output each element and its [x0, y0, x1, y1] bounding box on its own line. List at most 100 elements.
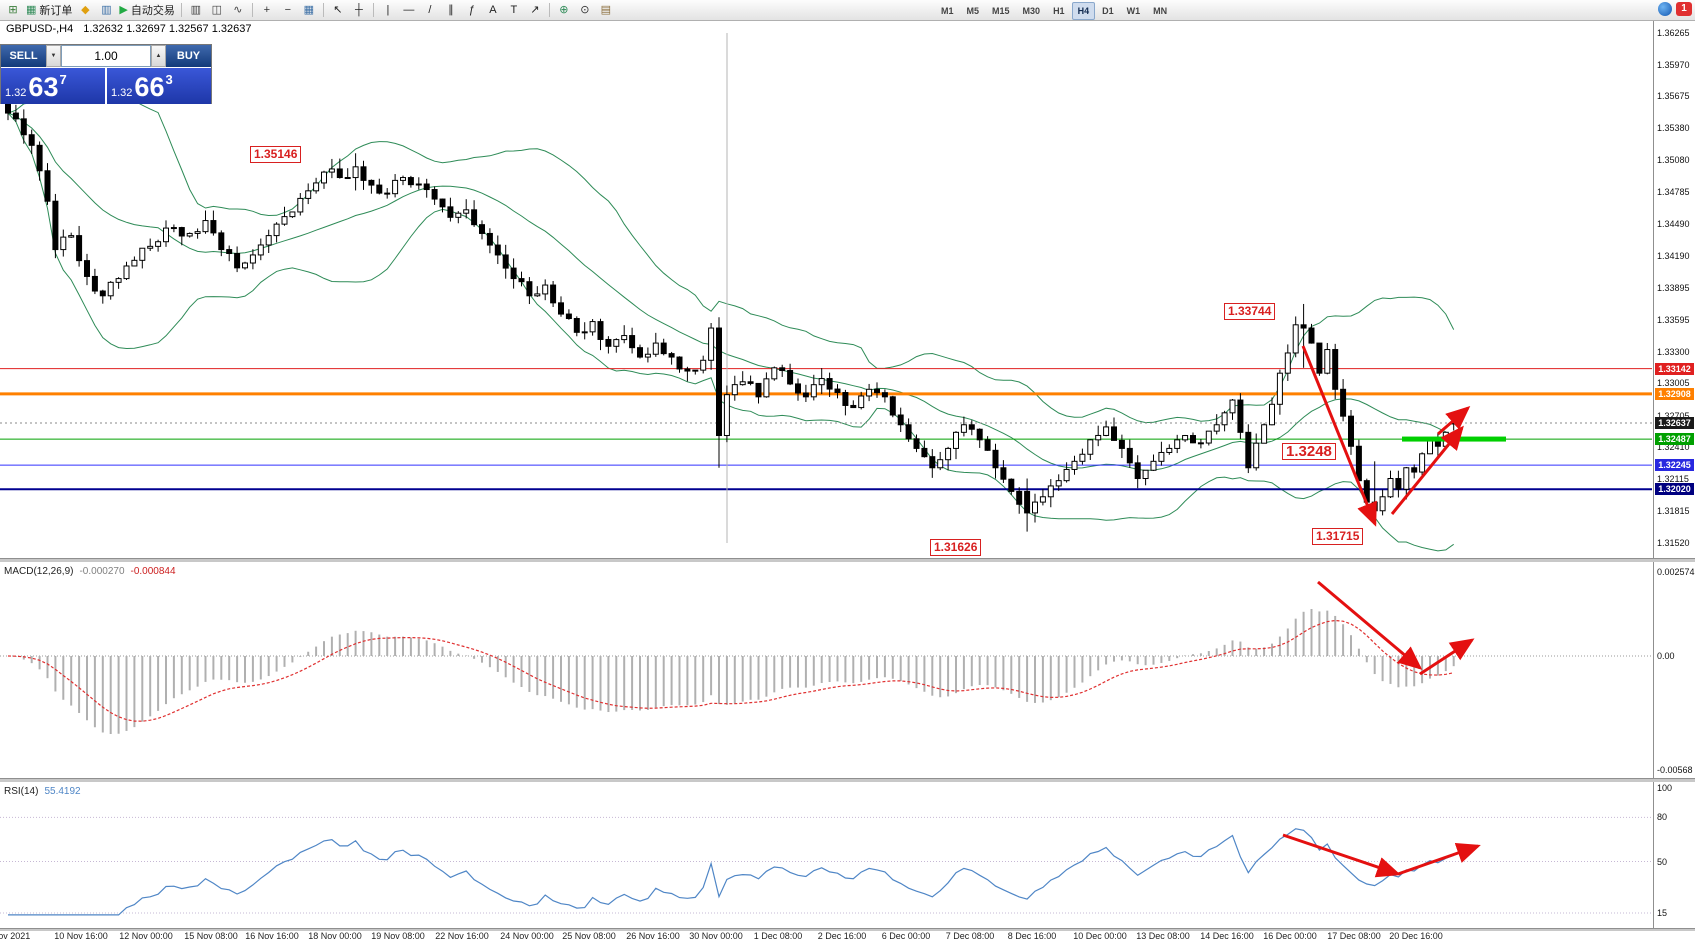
time-label: 1 Dec 08:00 — [753, 931, 803, 941]
price-tag: 1.32245 — [1655, 459, 1694, 472]
timeframe-d1[interactable]: D1 — [1102, 6, 1114, 16]
new-order-icon: ▦ — [26, 4, 37, 16]
price-axis[interactable]: 1.36265 1.35970 1.35675 1.35380 1.35080 1.347… — [1653, 20, 1695, 928]
text-icon: A — [489, 4, 497, 16]
zoom-out-icon[interactable]: − — [278, 2, 298, 18]
timeframe-mn[interactable]: MN — [1153, 6, 1168, 16]
pane-separator[interactable] — [0, 558, 1695, 562]
cursor-icon[interactable]: ↖ — [328, 2, 348, 18]
time-label: 26 Nov 16:00 — [626, 931, 680, 941]
axis-label: 80 — [1657, 812, 1668, 823]
macd-value-signal: -0.000844 — [130, 566, 176, 577]
axis-label: 1.36265 — [1657, 28, 1690, 38]
new-chart-icon[interactable]: ⊞ — [3, 2, 23, 18]
macd-name: MACD(12,26,9) — [4, 566, 74, 577]
timeframe-w1[interactable]: W1 — [1126, 6, 1141, 16]
time-label: 16 Nov 16:00 — [245, 931, 299, 941]
auto-trading-icon: ▶ — [119, 4, 128, 16]
crosshair-icon[interactable]: ┼ — [349, 2, 369, 18]
line-chart-icon[interactable]: ∿ — [228, 2, 248, 18]
horizontal-line-icon[interactable]: — — [399, 2, 419, 18]
macd-pane[interactable] — [0, 562, 1653, 778]
time-label: 7 Dec 08:00 — [945, 931, 995, 941]
trade-prices-row: 1.32 63 7 1.32 66 3 — [1, 67, 211, 104]
vertical-line-icon[interactable]: | — [378, 2, 398, 18]
volume-increase-button[interactable]: ▲ — [151, 45, 166, 67]
horizontal-line-icon: — — [403, 4, 415, 16]
axis-label: 1.33005 — [1657, 378, 1690, 389]
indicators-icon[interactable]: ⊕ — [554, 2, 574, 18]
trade-controls-row: SELL ▼ ▲ BUY — [1, 45, 211, 67]
fibonacci-icon[interactable]: ƒ — [462, 2, 482, 18]
time-label: 20 Dec 16:00 — [1389, 931, 1443, 941]
volume-decrease-button[interactable]: ▼ — [46, 45, 61, 67]
toolbar-separator — [322, 3, 324, 17]
candlestick-chart-icon[interactable]: ◫ — [207, 2, 227, 18]
arrows-icon[interactable]: ↗ — [525, 2, 545, 18]
indicators-icon: ⊕ — [559, 4, 569, 16]
tile-windows-icon[interactable]: ▦ — [299, 2, 319, 18]
timeframe-toolbar: M1 M5 M15 M30 H1 H4 D1 W1 MN — [935, 2, 1173, 20]
time-label: 16 Dec 00:00 — [1263, 931, 1317, 941]
timeframe-m15[interactable]: M15 — [992, 6, 1010, 16]
timeframe-m1[interactable]: M1 — [941, 6, 954, 16]
timeframe-h4[interactable]: H4 — [1071, 2, 1096, 20]
notification-badge[interactable]: 1 — [1676, 2, 1692, 16]
rsi-pane[interactable] — [0, 782, 1653, 928]
time-label: 25 Nov 08:00 — [562, 931, 616, 941]
price-tag: 1.32487 — [1655, 433, 1694, 446]
symbol-label: GBPUSD-,H4 — [6, 23, 74, 35]
buy-button[interactable]: BUY — [166, 45, 211, 67]
periods-icon: ⊙ — [580, 4, 590, 16]
axis-label: 1.32410 — [1657, 442, 1690, 453]
main-chart[interactable] — [0, 20, 1653, 558]
bar-chart-icon[interactable]: ▥ — [186, 2, 206, 18]
template-icon[interactable]: ▤ — [596, 2, 616, 18]
toolbar-separator — [251, 3, 253, 17]
sell-price-display[interactable]: 1.32 63 7 — [1, 68, 105, 104]
market-watch-icon: ▥ — [101, 4, 112, 16]
time-label: 19 Nov 08:00 — [371, 931, 425, 941]
timeframe-h1[interactable]: H1 — [1053, 6, 1065, 16]
pane-separator[interactable] — [0, 778, 1695, 782]
toolbar-separator — [548, 3, 550, 17]
buy-price-pip: 3 — [165, 72, 173, 87]
axis-label: 1.33300 — [1657, 346, 1690, 357]
community-icon[interactable] — [1658, 2, 1672, 16]
time-label: 10 Nov 16:00 — [54, 931, 108, 941]
rsi-name: RSI(14) — [4, 786, 39, 797]
label-icon[interactable]: T — [504, 2, 524, 18]
buy-price-display[interactable]: 1.32 66 3 — [107, 68, 211, 104]
new-order-button[interactable]: ▦ 新订单 — [24, 2, 74, 18]
macd-indicator-label: MACD(12,26,9) -0.000270 -0.000844 — [4, 566, 176, 577]
axis-label: 1.34785 — [1657, 187, 1690, 198]
time-label: 22 Nov 16:00 — [435, 931, 489, 941]
axis-label: 0.00 — [1657, 651, 1675, 661]
time-label: 15 Nov 08:00 — [184, 931, 238, 941]
trendline-icon[interactable]: / — [420, 2, 440, 18]
buy-price-big: 66 — [134, 72, 165, 102]
market-watch-icon[interactable]: ▥ — [96, 2, 116, 18]
price-tag: 1.32908 — [1655, 387, 1694, 400]
periods-icon[interactable]: ⊙ — [575, 2, 595, 18]
metaquotes-icon[interactable]: ◆ — [75, 2, 95, 18]
time-axis[interactable]: Nov 2021 10 Nov 16:00 12 Nov 00:00 15 Nov 0… — [0, 931, 1652, 942]
zoom-in-icon[interactable]: + — [257, 2, 277, 18]
channel-icon[interactable]: ∥ — [441, 2, 461, 18]
axis-label: 1.35380 — [1657, 123, 1690, 134]
toolbar-right-group: 1 — [1658, 2, 1692, 16]
trendline-icon: / — [428, 4, 432, 16]
new-chart-icon: ⊞ — [8, 4, 18, 16]
vertical-line-icon: | — [386, 4, 390, 16]
time-label: 8 Dec 16:00 — [1007, 931, 1057, 941]
auto-trading-button[interactable]: ▶ 自动交易 — [117, 2, 176, 18]
timeframe-m5[interactable]: M5 — [966, 6, 980, 16]
sell-button[interactable]: SELL — [1, 45, 46, 67]
volume-input[interactable] — [61, 45, 151, 67]
time-label: 2 Dec 16:00 — [817, 931, 867, 941]
spinner-up-icon: ▲ — [155, 53, 162, 59]
axis-label: 1.32705 — [1657, 410, 1690, 421]
text-icon[interactable]: A — [483, 2, 503, 18]
timeframe-m30[interactable]: M30 — [1022, 6, 1041, 16]
time-label: 6 Dec 00:00 — [881, 931, 931, 941]
